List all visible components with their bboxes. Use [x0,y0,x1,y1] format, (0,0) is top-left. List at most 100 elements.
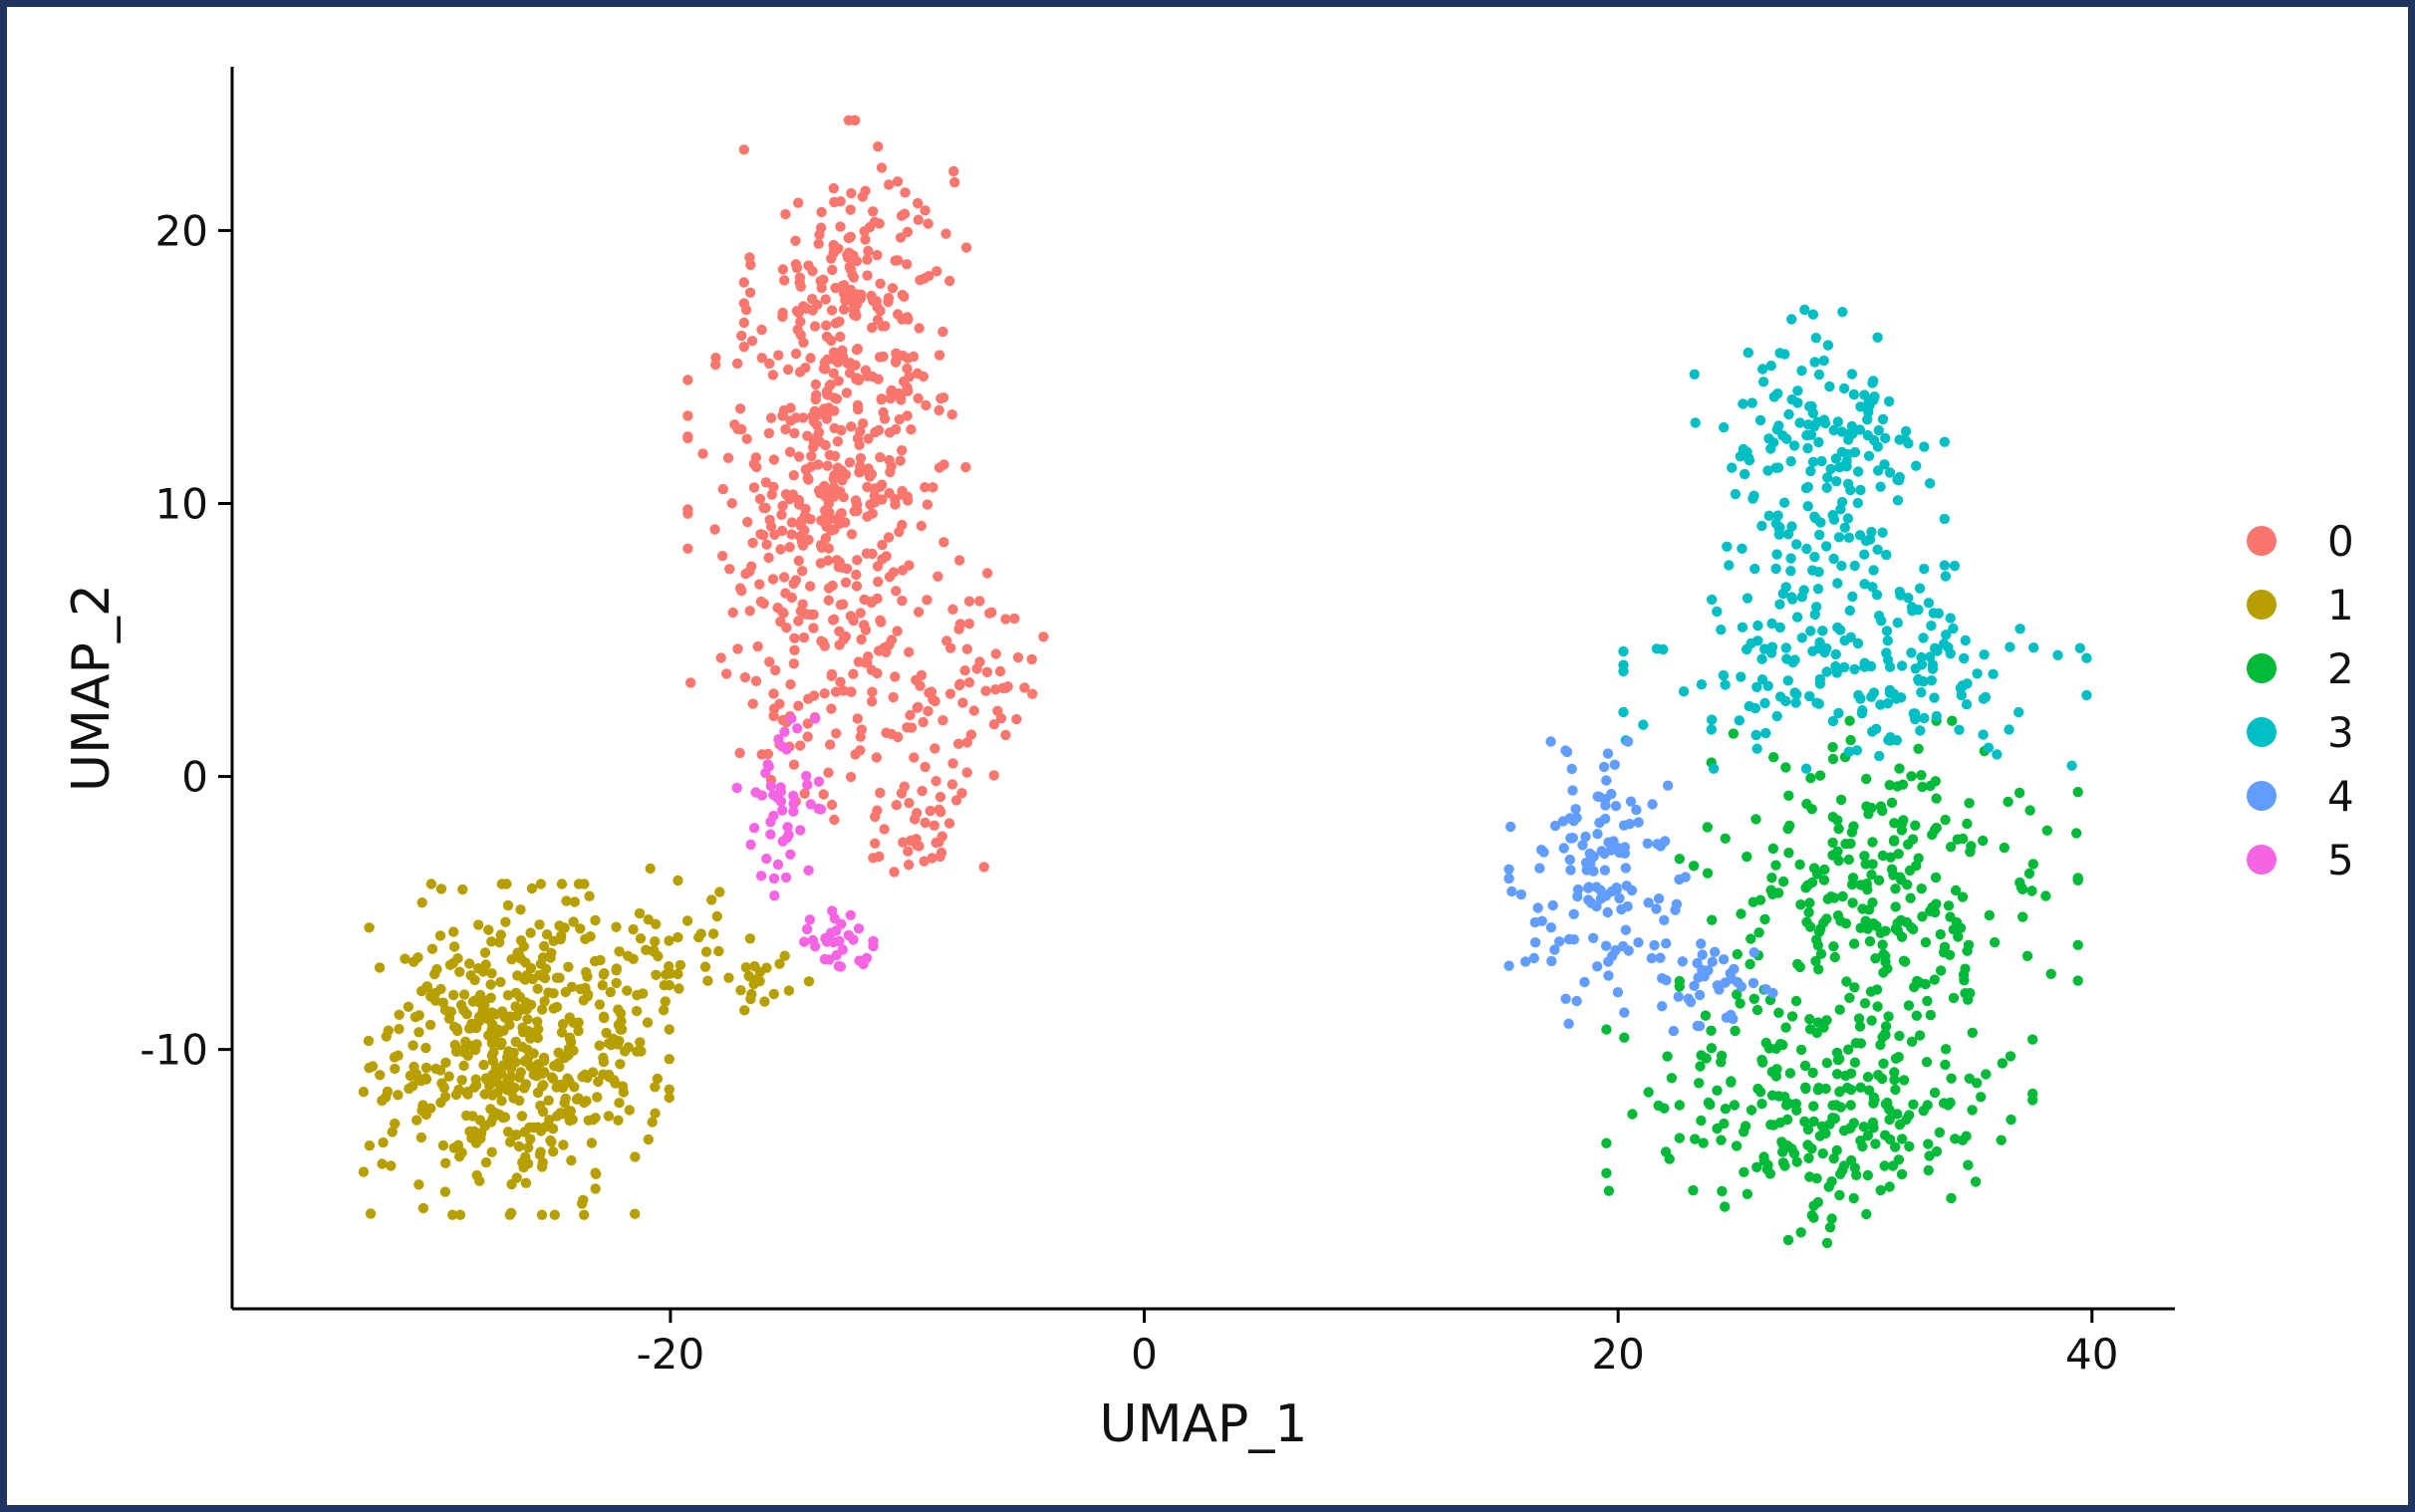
cluster-4-point [1584,848,1596,860]
cluster-4-point [1760,984,1771,995]
cluster-2-point [1745,933,1756,944]
cluster-3-point [1919,563,1930,575]
cluster-2-point [1889,1067,1900,1078]
cluster-1-point [613,1115,624,1127]
cluster-1-point [593,1076,604,1088]
cluster-3-point [1923,598,1935,609]
cluster-3-point [1749,563,1760,575]
cluster-1-point [456,1075,467,1086]
cluster-1-point [611,963,623,974]
cluster-3-point [1791,539,1802,550]
cluster-2-point [1707,914,1718,925]
cluster-1-point [525,1134,536,1144]
cluster-0-point [821,320,832,331]
cluster-0-point [863,651,874,662]
cluster-0-point [734,403,746,414]
cluster-3-point [1821,541,1832,552]
cluster-5-point [795,825,806,836]
cluster-2-point [1808,1101,1819,1112]
cluster-0-point [818,274,829,285]
cluster-2-point [1845,1068,1857,1079]
cluster-4-point [1592,961,1603,972]
cluster-4-point [1547,899,1558,911]
cluster-0-point [823,498,835,509]
cluster-2-point [1795,899,1806,910]
cluster-0-point [750,675,762,686]
cluster-3-point [1816,455,1827,467]
cluster-3-point [1809,511,1820,522]
cluster-0-point [801,303,812,314]
cluster-0-point [855,608,866,619]
cluster-2-point [1816,1121,1828,1133]
cluster-1-point [483,1030,494,1041]
cluster-0-point [877,539,888,551]
cluster-0-point [800,503,811,515]
cluster-2-point [1845,1154,1857,1166]
cluster-0-point [793,307,804,319]
cluster-0-point [883,293,895,304]
cluster-3-point [1928,608,1939,619]
cluster-0-point [833,376,844,386]
cluster-1-point [532,1059,544,1070]
cluster-0-point [794,367,806,378]
cluster-2-point [1858,1122,1870,1133]
cluster-2-point [1841,976,1852,987]
cluster-0-point [827,580,838,592]
cluster-5-point [756,790,767,801]
cluster-1-point [358,1087,370,1098]
cluster-4-point [1729,963,1740,975]
cluster-0-point [815,222,827,233]
cluster-3-point [1718,669,1730,681]
cluster-0-point [916,520,927,532]
cluster-3-point [1802,501,1813,512]
cluster-1-point [466,1133,477,1143]
cluster-0-point [918,716,929,728]
cluster-0-point [823,595,834,606]
cluster-0-point [904,798,915,809]
cluster-1-point [631,1005,643,1017]
cluster-0-point [756,353,767,364]
cluster-3-point [1770,563,1781,575]
cluster-2-point [1862,1072,1874,1083]
cluster-1-point [514,991,526,1003]
cluster-3-point [1785,566,1796,577]
cluster-0-point [732,358,743,370]
cluster-0-point [785,678,796,690]
cluster-4-point [1677,956,1689,967]
cluster-4-point [1683,993,1695,1004]
cluster-1-point [471,1169,482,1181]
cluster-2-point [1834,1004,1845,1015]
cluster-1-point [390,1118,401,1130]
cluster-3-point [1724,560,1735,571]
cluster-0-point [852,344,864,355]
cluster-3-point [1813,436,1824,448]
cluster-1-point [541,929,553,940]
cluster-0-point [950,795,962,806]
cluster-2-point [1777,1138,1788,1149]
cluster-2-point [1790,995,1802,1007]
cluster-0-point [888,691,899,703]
cluster-5-point [755,871,767,882]
cluster-0-point [760,502,771,514]
legend-swatch [2247,653,2277,683]
cluster-0-point [765,412,777,423]
cluster-1-point [652,1073,664,1085]
cluster-0-point [784,542,795,553]
cluster-1-point [565,1106,577,1117]
cluster-0-point [884,487,895,499]
cluster-0-point [891,800,902,811]
cluster-0-point [834,316,845,327]
cluster-0-point [770,664,781,676]
cluster-0-point [786,517,798,528]
cluster-0-point [819,688,830,699]
cluster-3-point [1722,541,1733,552]
cluster-3-point [1892,618,1904,629]
cluster-2-point [1950,1134,1961,1144]
cluster-0-point [836,424,847,436]
cluster-1-point [374,962,386,973]
cluster-1-point [430,1063,441,1075]
cluster-0-point [947,604,958,615]
cluster-2-point [1817,1147,1828,1159]
cluster-4-point [1566,763,1577,775]
cluster-0-point [822,460,833,471]
